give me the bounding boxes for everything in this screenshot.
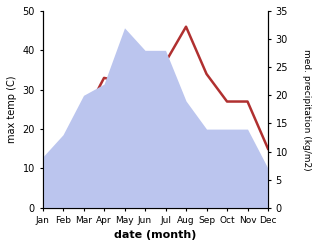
Y-axis label: med. precipitation (kg/m2): med. precipitation (kg/m2) — [302, 49, 311, 170]
Y-axis label: max temp (C): max temp (C) — [7, 76, 17, 143]
X-axis label: date (month): date (month) — [114, 230, 197, 240]
